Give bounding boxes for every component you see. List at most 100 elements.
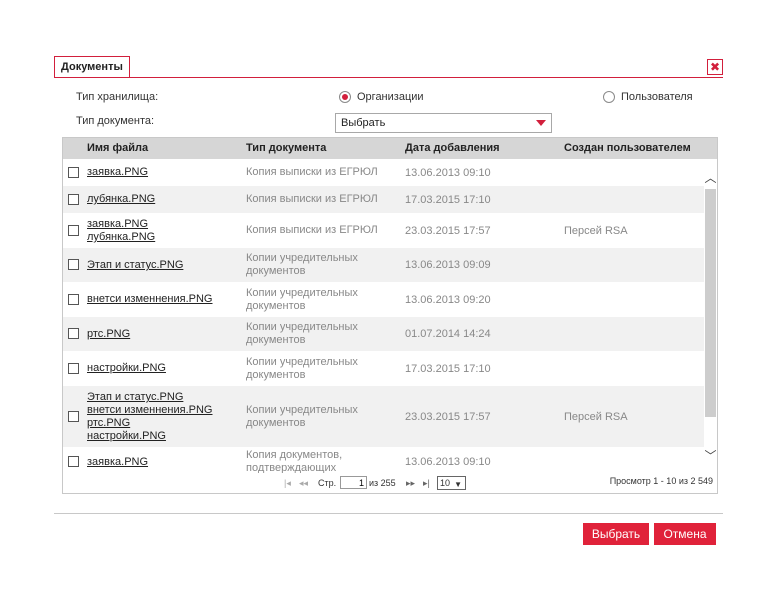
- doc-type-cell: Копия документов, подтверждающих: [246, 449, 342, 473]
- footer-divider: [54, 513, 723, 514]
- scroll-down-icon[interactable]: ﹀: [704, 449, 717, 463]
- radio-organizations[interactable]: Организации: [339, 91, 424, 103]
- file-links: Этап и статус.PNG: [87, 259, 183, 272]
- scroll-thumb[interactable]: [705, 189, 716, 417]
- file-link[interactable]: заявка.PNG: [87, 166, 149, 178]
- table-row[interactable]: внетси изменнения.PNG Копии учредительных…: [63, 282, 704, 317]
- doc-type-select[interactable]: Выбрать: [335, 113, 552, 133]
- page-size-select[interactable]: 10 ▼: [437, 476, 466, 490]
- page-label: Стр.: [318, 478, 337, 488]
- table-row[interactable]: ртс.PNG Копии учредительных документов 01.0…: [63, 317, 704, 351]
- file-links: настройки.PNG: [87, 362, 166, 375]
- col-header-filename[interactable]: Имя файла: [87, 142, 149, 154]
- file-link[interactable]: лубянка.PNG: [87, 193, 156, 205]
- grid-rows: заявка.PNG Копия выписки из ЕГРЮЛ 13.06.20…: [63, 159, 704, 473]
- row-checkbox[interactable]: [68, 363, 79, 374]
- page-count: из 255: [369, 478, 396, 488]
- row-checkbox[interactable]: [68, 167, 79, 178]
- scrollbar[interactable]: ︿ ﹀: [704, 159, 717, 473]
- doc-type-line: Копии учредительных: [246, 356, 358, 368]
- date-cell: 17.03.2015 17:10: [405, 194, 491, 206]
- close-icon[interactable]: ✖: [707, 59, 723, 75]
- file-links: заявка.PNG лубянка.PNG: [87, 218, 155, 244]
- doc-type-line: документов: [246, 265, 306, 277]
- row-checkbox[interactable]: [68, 259, 79, 270]
- documents-grid: Имя файла Тип документа Дата добавления …: [62, 137, 718, 494]
- row-checkbox[interactable]: [68, 411, 79, 422]
- storage-type-label: Тип хранилища:: [76, 91, 159, 103]
- doc-type-line: Копии учредительных: [246, 404, 358, 416]
- row-checkbox[interactable]: [68, 328, 79, 339]
- file-link[interactable]: внетси изменнения.PNG: [87, 293, 213, 305]
- doc-type-cell: Копия выписки из ЕГРЮЛ: [246, 224, 378, 237]
- date-cell: 13.06.2013 09:09: [405, 259, 491, 271]
- user-cell: Персей RSA: [564, 411, 628, 423]
- file-links: ртс.PNG: [87, 328, 130, 341]
- file-links: заявка.PNG: [87, 166, 148, 179]
- table-row[interactable]: заявка.PNG Копия выписки из ЕГРЮЛ 13.06.20…: [63, 159, 704, 186]
- page-number-input[interactable]: [340, 476, 367, 489]
- row-checkbox[interactable]: [68, 194, 79, 205]
- file-link[interactable]: настройки.PNG: [87, 430, 166, 442]
- radio-checked-icon: [339, 91, 351, 103]
- doc-type-line: Копия выписки из ЕГРЮЛ: [246, 193, 378, 205]
- radio-organizations-label: Организации: [357, 91, 424, 103]
- date-cell: 01.07.2014 14:24: [405, 328, 491, 340]
- table-row[interactable]: заявка.PNG лубянка.PNG Копия выписки из ЕГ…: [63, 213, 704, 248]
- doc-type-line: Копия выписки из ЕГРЮЛ: [246, 224, 378, 236]
- prev-page-icon[interactable]: ◂◂: [299, 478, 309, 488]
- first-page-icon[interactable]: |◂: [284, 478, 291, 488]
- row-checkbox[interactable]: [68, 294, 79, 305]
- doc-type-line: Копия выписки из ЕГРЮЛ: [246, 166, 378, 178]
- file-link[interactable]: заявка.PNG: [87, 218, 149, 230]
- doc-type-cell: Копия выписки из ЕГРЮЛ: [246, 166, 378, 179]
- col-header-user[interactable]: Создан пользователем: [564, 142, 691, 154]
- doc-type-cell: Копии учредительных документов: [246, 404, 358, 430]
- row-checkbox[interactable]: [68, 456, 79, 467]
- doc-type-line: Копии учредительных: [246, 252, 358, 264]
- next-page-icon[interactable]: ▸▸: [406, 478, 416, 488]
- radio-user[interactable]: Пользователя: [603, 91, 693, 103]
- grid-header: Имя файла Тип документа Дата добавления …: [63, 138, 717, 159]
- file-link[interactable]: ртс.PNG: [87, 328, 131, 340]
- last-page-icon[interactable]: ▸|: [423, 478, 430, 488]
- doc-type-cell: Копии учредительных документов: [246, 321, 358, 347]
- date-cell: 23.03.2015 17:57: [405, 225, 491, 237]
- file-link[interactable]: заявка.PNG: [87, 456, 149, 468]
- file-links: заявка.PNG: [87, 456, 148, 469]
- doc-type-line: документов: [246, 300, 306, 312]
- row-checkbox[interactable]: [68, 225, 79, 236]
- doc-type-cell: Копии учредительных документов: [246, 287, 358, 313]
- file-link[interactable]: внетси изменнения.PNG: [87, 404, 213, 416]
- scroll-up-icon[interactable]: ︿: [704, 171, 717, 185]
- date-cell: 23.03.2015 17:57: [405, 411, 491, 423]
- table-row[interactable]: заявка.PNG Копия документов, подтверждающи…: [63, 447, 704, 473]
- table-row[interactable]: настройки.PNG Копии учредительных документ…: [63, 351, 704, 386]
- col-header-doc-type[interactable]: Тип документа: [246, 142, 327, 154]
- file-link[interactable]: Этап и статус.PNG: [87, 259, 184, 271]
- page-size-value: 10: [440, 478, 451, 488]
- file-links: лубянка.PNG: [87, 193, 155, 206]
- date-cell: 13.06.2013 09:10: [405, 456, 491, 468]
- table-row[interactable]: Этап и статус.PNG внетси изменнения.PNG рт…: [63, 386, 704, 447]
- doc-type-line: Копия документов,: [246, 449, 343, 461]
- select-button[interactable]: Выбрать: [583, 523, 649, 545]
- table-row[interactable]: Этап и статус.PNG Копии учредительных доку…: [63, 248, 704, 282]
- header-divider: [54, 77, 723, 78]
- doc-type-line: документов: [246, 369, 306, 381]
- file-link[interactable]: лубянка.PNG: [87, 231, 156, 243]
- cancel-button[interactable]: Отмена: [654, 523, 716, 545]
- doc-type-cell: Копии учредительных документов: [246, 252, 358, 278]
- file-link[interactable]: настройки.PNG: [87, 362, 166, 374]
- doc-type-label: Тип документа:: [76, 115, 155, 127]
- file-links: Этап и статус.PNG внетси изменнения.PNG рт…: [87, 391, 213, 443]
- date-cell: 13.06.2013 09:10: [405, 167, 491, 179]
- file-link[interactable]: ртс.PNG: [87, 417, 131, 429]
- file-link[interactable]: Этап и статус.PNG: [87, 391, 184, 403]
- doc-type-cell: Копия выписки из ЕГРЮЛ: [246, 193, 378, 206]
- table-row[interactable]: лубянка.PNG Копия выписки из ЕГРЮЛ 17.03.2…: [63, 186, 704, 213]
- doc-type-line: документов: [246, 417, 306, 429]
- chevron-down-icon: [536, 120, 546, 126]
- col-header-date[interactable]: Дата добавления: [405, 142, 500, 154]
